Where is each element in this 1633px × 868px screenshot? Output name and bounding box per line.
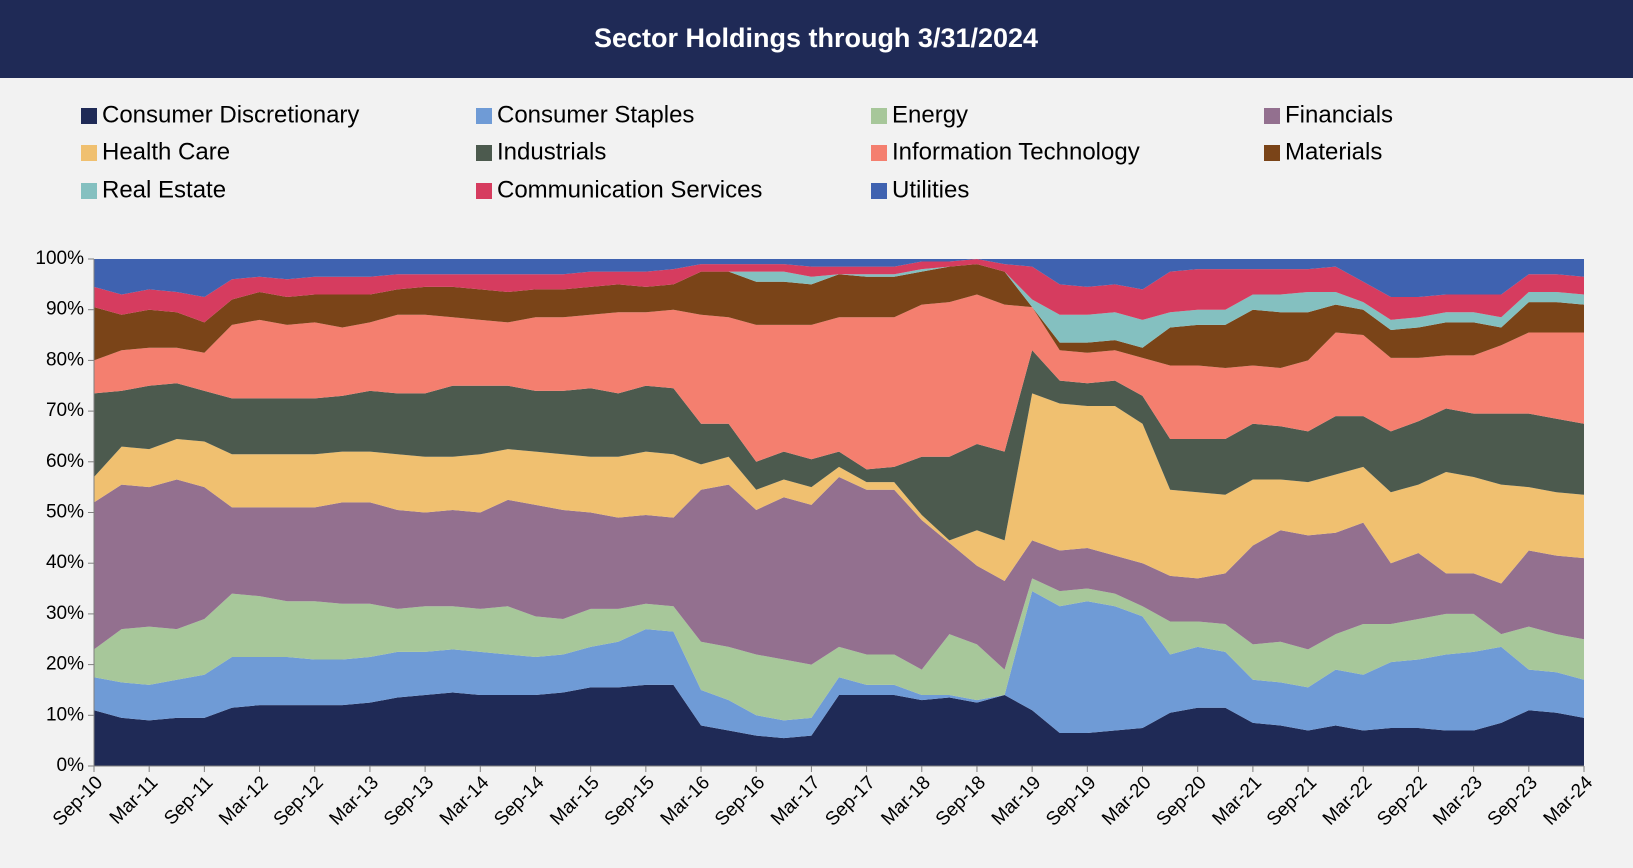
x-tick-label: Mar-11 [106,772,162,828]
y-tick-label: 0% [57,755,85,776]
x-tick-label: Mar-23 [1429,772,1486,829]
y-tick-label: 50% [46,502,84,523]
legend-swatch [476,145,492,161]
legend-label: Real Estate [102,176,226,203]
x-tick-label: Sep-10 [49,772,107,830]
x-tick-label: Mar-14 [436,772,494,830]
area [94,294,1584,470]
x-tick-label: Sep-23 [1484,772,1542,830]
area [94,259,1584,298]
x-tick-label: Mar-20 [1098,772,1155,829]
x-tick-label: Mar-15 [546,772,603,829]
chart-title: Sector Holdings through 3/31/2024 [594,23,1038,53]
legend-label: Materials [1285,138,1382,165]
x-tick-label: Mar-13 [326,772,383,829]
y-tick-label: 30% [46,603,84,624]
x-tick-label: Sep-12 [270,772,328,830]
legend-label: Health Care [102,138,230,165]
x-tick-label: Sep-21 [1263,772,1321,830]
area [94,684,1584,766]
x-tick-label: Mar-19 [988,772,1045,829]
legend-swatch [871,108,887,124]
legend-label: Consumer Discretionary [102,101,359,128]
x-tick-label: Mar-17 [767,772,824,829]
legend-swatch [871,183,887,199]
area [94,578,1584,721]
area [94,350,1584,541]
area [94,264,1584,348]
x-tick-label: Mar-21 [1209,772,1266,829]
y-tick-label: 10% [46,704,84,725]
x-tick-label: Sep-19 [1042,772,1100,830]
area [94,259,1584,323]
legend-label: Utilities [892,176,969,203]
y-tick-label: 40% [46,552,84,573]
x-tick-label: Mar-24 [1540,772,1598,830]
x-tick-label: Sep-18 [932,772,990,830]
legend-label: Industrials [497,138,606,165]
legend-swatch [1264,145,1280,161]
legend-swatch [81,183,97,199]
legend-swatch [476,108,492,124]
legend-label: Information Technology [892,138,1140,165]
legend-swatch [1264,108,1280,124]
legend-label: Financials [1285,101,1393,128]
legend-swatch [871,145,887,161]
area [94,477,1584,670]
y-tick-label: 80% [46,349,84,370]
legend-label: Energy [892,101,968,128]
x-tick-label: Sep-15 [601,772,659,830]
y-tick-label: 90% [46,299,84,320]
area [94,393,1584,584]
y-tick-label: 100% [35,248,84,269]
y-tick-label: 60% [46,451,84,472]
x-tick-label: Mar-22 [1319,772,1376,829]
x-tick-label: Sep-22 [1373,772,1431,830]
y-tick-label: 20% [46,654,84,675]
x-tick-label: Sep-17 [821,772,879,830]
x-tick-label: Sep-14 [490,772,548,830]
x-tick-label: Mar-12 [215,772,272,829]
x-tick-label: Mar-18 [877,772,934,829]
x-tick-label: Mar-16 [657,772,714,829]
y-tick-label: 70% [46,400,84,421]
x-tick-label: Sep-20 [1153,772,1211,830]
legend-swatch [476,183,492,199]
legend-swatch [81,145,97,161]
x-tick-label: Sep-11 [160,772,217,829]
area [94,591,1584,739]
legend-swatch [81,108,97,124]
x-tick-label: Sep-13 [380,772,438,830]
title-bar [0,0,1633,78]
area [94,264,1584,368]
legend-label: Communication Services [497,176,762,203]
legend-label: Consumer Staples [497,101,694,128]
x-tick-label: Sep-16 [711,772,769,830]
